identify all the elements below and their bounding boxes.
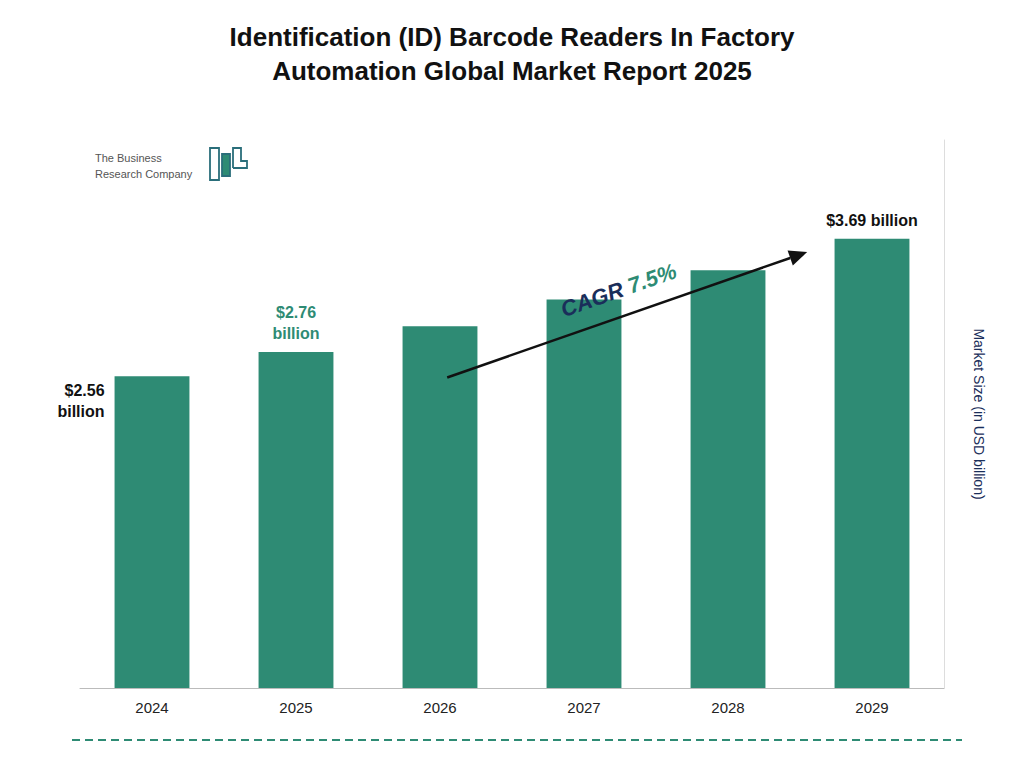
svg-text:Automation Global Market Repor: Automation Global Market Report 2025	[272, 56, 752, 86]
svg-text:billion: billion	[272, 325, 319, 342]
svg-text:2029: 2029	[855, 699, 888, 716]
svg-text:billion: billion	[57, 403, 104, 420]
svg-text:2024: 2024	[135, 699, 168, 716]
svg-text:Identification (ID) Barcode Re: Identification (ID) Barcode Readers In F…	[230, 22, 795, 52]
svg-text:CAGR: CAGR	[557, 275, 632, 322]
svg-text:$3.69 billion: $3.69 billion	[826, 212, 918, 229]
svg-text:2028: 2028	[711, 699, 744, 716]
svg-text:2026: 2026	[423, 699, 456, 716]
svg-text:2027: 2027	[567, 699, 600, 716]
svg-text:Research Company: Research Company	[95, 168, 193, 180]
svg-text:Market Size (in USD billion): Market Size (in USD billion)	[971, 328, 987, 499]
svg-text:$2.76: $2.76	[276, 304, 316, 321]
svg-text:The Business: The Business	[95, 152, 162, 164]
svg-text:$2.56: $2.56	[65, 382, 105, 399]
svg-text:7.5%: 7.5%	[624, 258, 680, 298]
svg-text:2025: 2025	[279, 699, 312, 716]
